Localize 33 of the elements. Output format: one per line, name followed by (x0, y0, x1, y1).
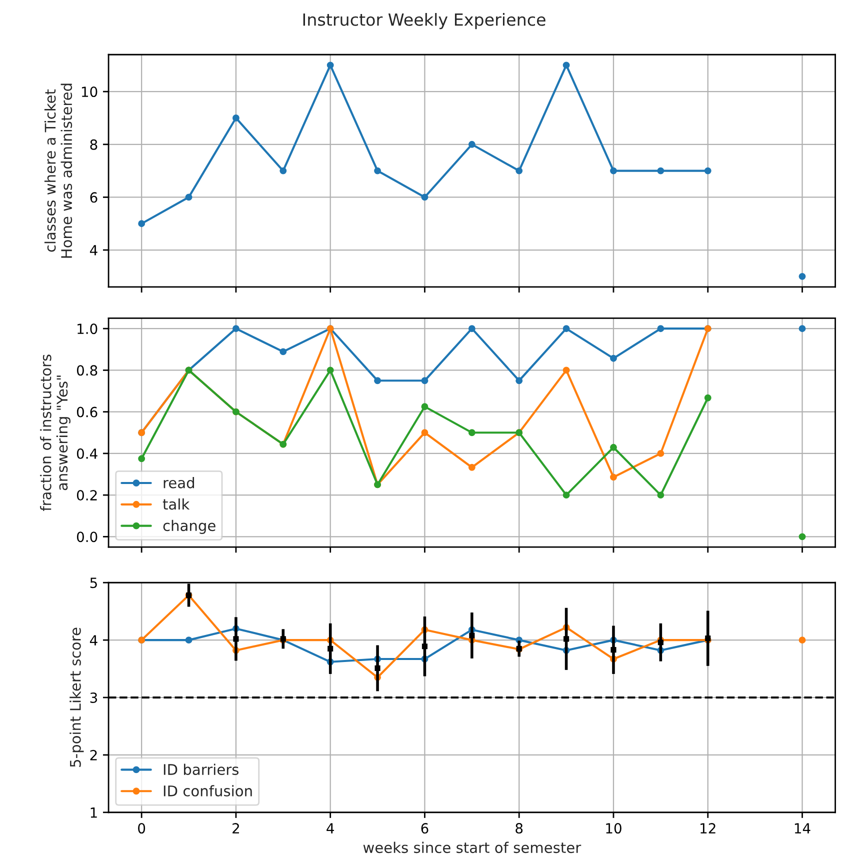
x-tick-label: 4 (326, 823, 334, 834)
legend-label: change (163, 520, 216, 534)
y-tick-label: 0.4 (76, 448, 98, 459)
x-tick-label: 10 (606, 823, 622, 834)
y-tick-label: 3 (90, 692, 98, 703)
y-tick-label: 0.6 (76, 406, 98, 418)
legend-label: read (164, 477, 194, 488)
x-tick-label: 2 (232, 823, 239, 834)
y-tick-label: 4 (90, 635, 98, 646)
x-tick-label: 14 (794, 823, 810, 834)
y-tick-label: 0.0 (76, 532, 98, 542)
y-tick-label: 4 (90, 245, 98, 256)
y-axis-title: classes where a Ticket Home was administered (44, 84, 72, 258)
y-tick-label: 8 (90, 139, 98, 150)
y-tick-label: 0.8 (76, 365, 98, 376)
x-tick-label: 12 (700, 823, 716, 834)
x-tick-label: 6 (421, 823, 428, 834)
x-tick-label: 0 (138, 823, 146, 834)
y-tick-label: 2 (90, 750, 97, 760)
legend-label: ID barriers (164, 764, 239, 776)
x-tick-label: 8 (516, 823, 523, 834)
y-axis-title: 5-point Likert score (70, 628, 84, 767)
chart-title: Instructor Weekly Experience (303, 13, 546, 30)
x-axis-title: weeks since start of semester (363, 842, 582, 854)
y-tick-label: 10 (82, 86, 98, 98)
y-tick-label: 1.0 (78, 324, 98, 334)
y-tick-label: 0.2 (76, 490, 97, 501)
legend-label: ID confusion (164, 785, 252, 796)
y-tick-label: 1 (90, 808, 97, 818)
y-tick-label: 6 (90, 192, 98, 203)
y-axis-title: fraction of instructors answering "Yes" (40, 354, 70, 512)
y-tick-label: 5 (90, 578, 97, 588)
legend-label: talk (162, 498, 190, 510)
